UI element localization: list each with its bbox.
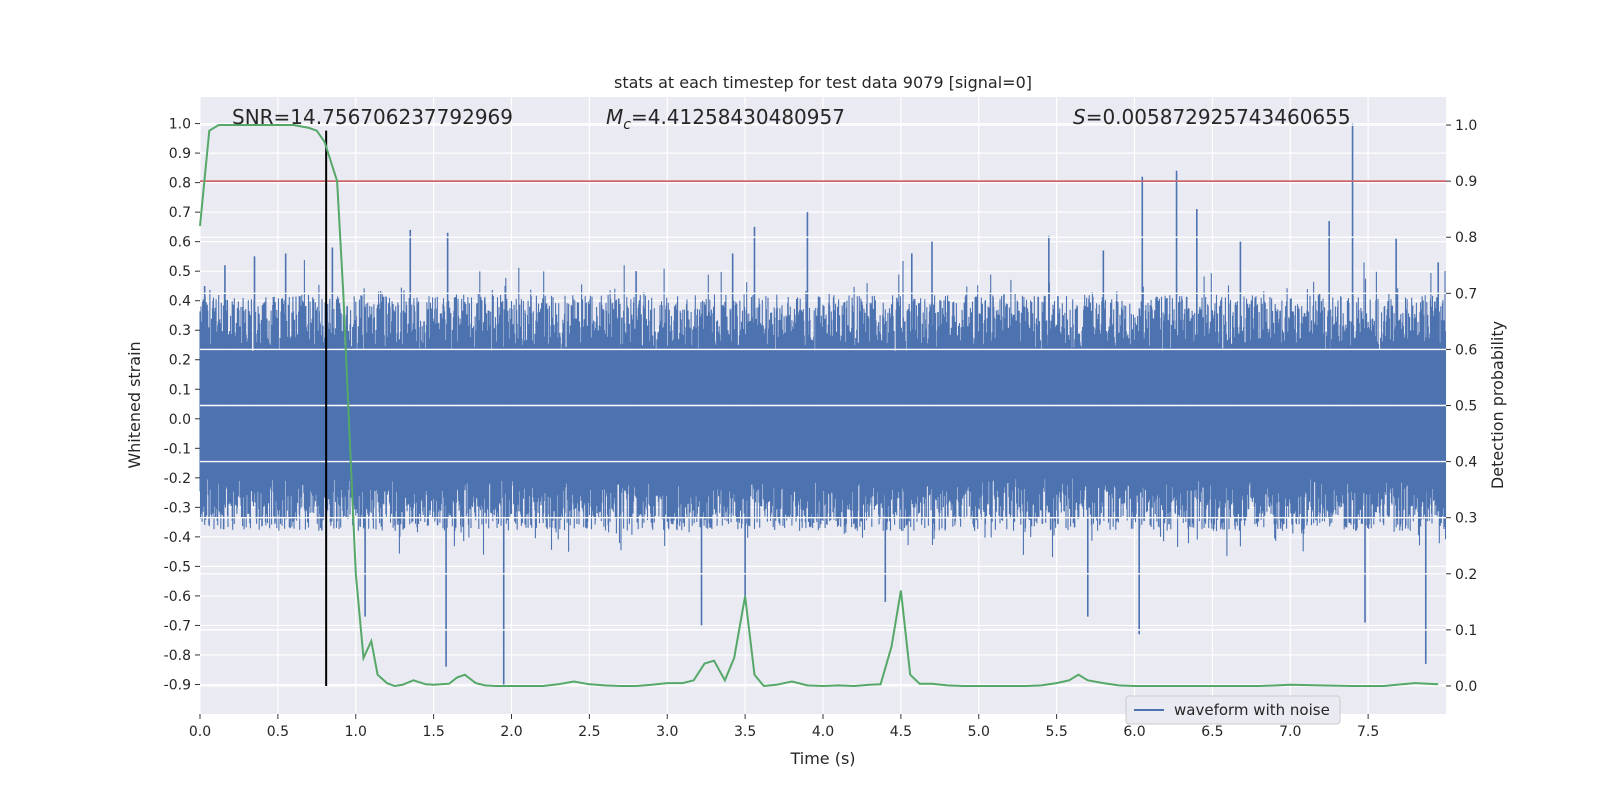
chirp-mass-symbol: M <box>606 105 623 129</box>
y2-axis-label: Detection probability <box>1488 321 1507 489</box>
y-tick-label: -0.2 <box>164 471 191 487</box>
y-tick-label: -0.7 <box>164 618 191 634</box>
waveform-series <box>199 123 1447 685</box>
chirp-mass-subscript: c <box>623 117 631 133</box>
x-tick-label: 2.0 <box>500 724 522 740</box>
y-tick-label: 0.1 <box>169 382 191 398</box>
y-tick-label: 0.3 <box>169 323 191 339</box>
y-tick-label: -0.5 <box>164 559 191 575</box>
y-tick-label: -0.8 <box>164 648 191 664</box>
y-tick-label: -0.4 <box>164 530 191 546</box>
x-tick-label: 6.5 <box>1201 724 1223 740</box>
y-tick-label: -0.1 <box>164 441 191 457</box>
y2-tick-label: 0.4 <box>1455 455 1477 471</box>
y-tick-label: 0.0 <box>169 412 191 428</box>
y-tick-label: -0.3 <box>164 500 191 516</box>
x-tick-label: 0.5 <box>267 724 289 740</box>
x-tick-label: 5.0 <box>968 724 990 740</box>
snr-annotation: SNR=14.756706237792969 <box>232 105 513 129</box>
y-tick-label: 0.2 <box>169 353 191 369</box>
y-tick-label: -0.6 <box>164 589 191 605</box>
s-statistic-annotation: S=0.005872925743460655 <box>1073 105 1351 129</box>
x-axis-label: Time (s) <box>789 749 855 768</box>
x-tick-label: 4.5 <box>890 724 912 740</box>
y-tick-label: 0.7 <box>169 205 191 221</box>
y2-tick-label: 0.9 <box>1455 174 1477 190</box>
y-tick-label: 0.5 <box>169 264 191 280</box>
y2-tick-label: 0.7 <box>1455 286 1477 302</box>
s-value: =0.005872925743460655 <box>1086 105 1351 129</box>
x-tick-label: 1.5 <box>422 724 444 740</box>
y2-tick-label: 1.0 <box>1455 118 1477 134</box>
x-tick-label: 4.0 <box>812 724 834 740</box>
x-tick-label: 7.5 <box>1357 724 1379 740</box>
waveform-core-band <box>200 350 1446 478</box>
y2-tick-label: 0.5 <box>1455 399 1477 415</box>
x-tick-label: 0.0 <box>189 724 211 740</box>
y-axis-label: Whitened strain <box>125 341 144 468</box>
y-tick-label: 0.9 <box>169 146 191 162</box>
y2-tick-label: 0.2 <box>1455 567 1477 583</box>
y-tick-label: 0.4 <box>169 294 191 310</box>
chirp-mass-annotation: Mc=4.41258430480957 <box>606 105 845 133</box>
y2-tick-label: 0.3 <box>1455 511 1477 527</box>
x-tick-label: 3.0 <box>656 724 678 740</box>
y-tick-label: 0.8 <box>169 176 191 192</box>
x-tick-label: 2.5 <box>578 724 600 740</box>
x-axis-ticks: 0.0 0.5 1.0 1.5 2.0 2.5 3.0 3.5 4.0 4.5 5.0 5.5 6.0 6… <box>189 714 1379 740</box>
legend-box <box>1125 695 1341 725</box>
y-tick-label: 0.6 <box>169 235 191 251</box>
chart-title: stats at each timestep for test data 907… <box>614 73 1032 92</box>
chirp-mass-value: =4.41258430480957 <box>631 105 845 129</box>
legend: waveform with noise <box>1125 695 1341 725</box>
y2-tick-label: 0.6 <box>1455 342 1477 358</box>
y2-axis-ticks: 0.0 0.1 0.2 0.3 0.4 0.5 0.6 0.7 0.8 0.9 1.0 <box>1446 118 1477 695</box>
x-tick-label: 1.0 <box>345 724 367 740</box>
y-tick-label: 1.0 <box>169 117 191 133</box>
y-tick-label: -0.9 <box>164 677 191 693</box>
s-symbol: S <box>1073 105 1086 129</box>
legend-entry: waveform with noise <box>1174 701 1330 719</box>
x-tick-label: 5.5 <box>1045 724 1067 740</box>
y2-tick-label: 0.0 <box>1455 679 1477 695</box>
x-tick-label: 7.0 <box>1279 724 1301 740</box>
detection-probability-line <box>199 124 1439 688</box>
y2-tick-label: 0.1 <box>1455 623 1477 639</box>
overlay-layer <box>199 124 1446 688</box>
y-axis-ticks: -0.9 -0.8 -0.7 -0.6 -0.5 -0.4 -0.3 -0.2 -0.1 0.0 0… <box>164 117 200 693</box>
x-tick-label: 3.5 <box>734 724 756 740</box>
x-tick-label: 6.0 <box>1123 724 1145 740</box>
y2-tick-label: 0.8 <box>1455 230 1477 246</box>
